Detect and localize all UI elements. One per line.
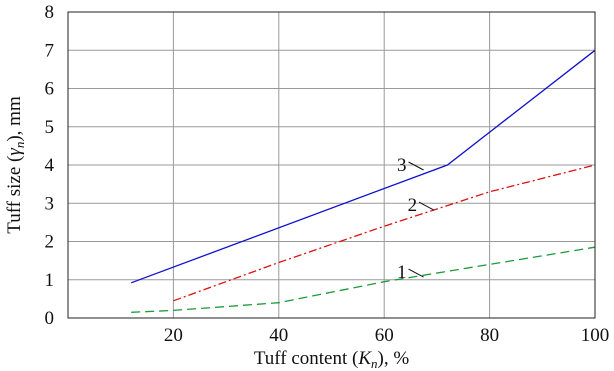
series-lines (130, 49, 596, 313)
curve-label-1: 1 (397, 262, 407, 283)
y-axis-title: Tuff size (γn), mm (4, 96, 27, 234)
y-tick-label: 3 (45, 193, 55, 214)
series-line-1 (131, 246, 596, 313)
grid (68, 12, 596, 318)
curve-label-2: 2 (408, 195, 418, 216)
x-tick-label: 100 (581, 325, 610, 346)
curve-label-3: 3 (397, 155, 407, 176)
y-tick-label: 0 (45, 308, 55, 329)
series-line-2 (173, 164, 596, 302)
plot-area (67, 11, 596, 319)
y-tick-label: 4 (45, 155, 55, 176)
curve-label-leader (408, 161, 424, 171)
x-tick-label: 20 (164, 325, 183, 346)
x-tick-label: 80 (480, 325, 499, 346)
y-tick-label: 6 (45, 79, 55, 100)
curve-label-leader (408, 268, 424, 278)
x-axis-title: Tuff content (Kn), % (254, 348, 410, 371)
curve-labels: 1 23 (397, 155, 435, 283)
series-line-3 (130, 49, 596, 284)
x-tick-label: 40 (269, 325, 288, 346)
curve-label-leader (418, 201, 435, 211)
y-tick-label: 5 (45, 117, 55, 138)
y-tick-label: 1 (45, 270, 55, 291)
y-tick-label: 7 (45, 40, 55, 61)
x-tick-label: 60 (375, 325, 394, 346)
y-tick-label: 2 (45, 232, 55, 253)
y-tick-label: 8 (45, 2, 55, 23)
